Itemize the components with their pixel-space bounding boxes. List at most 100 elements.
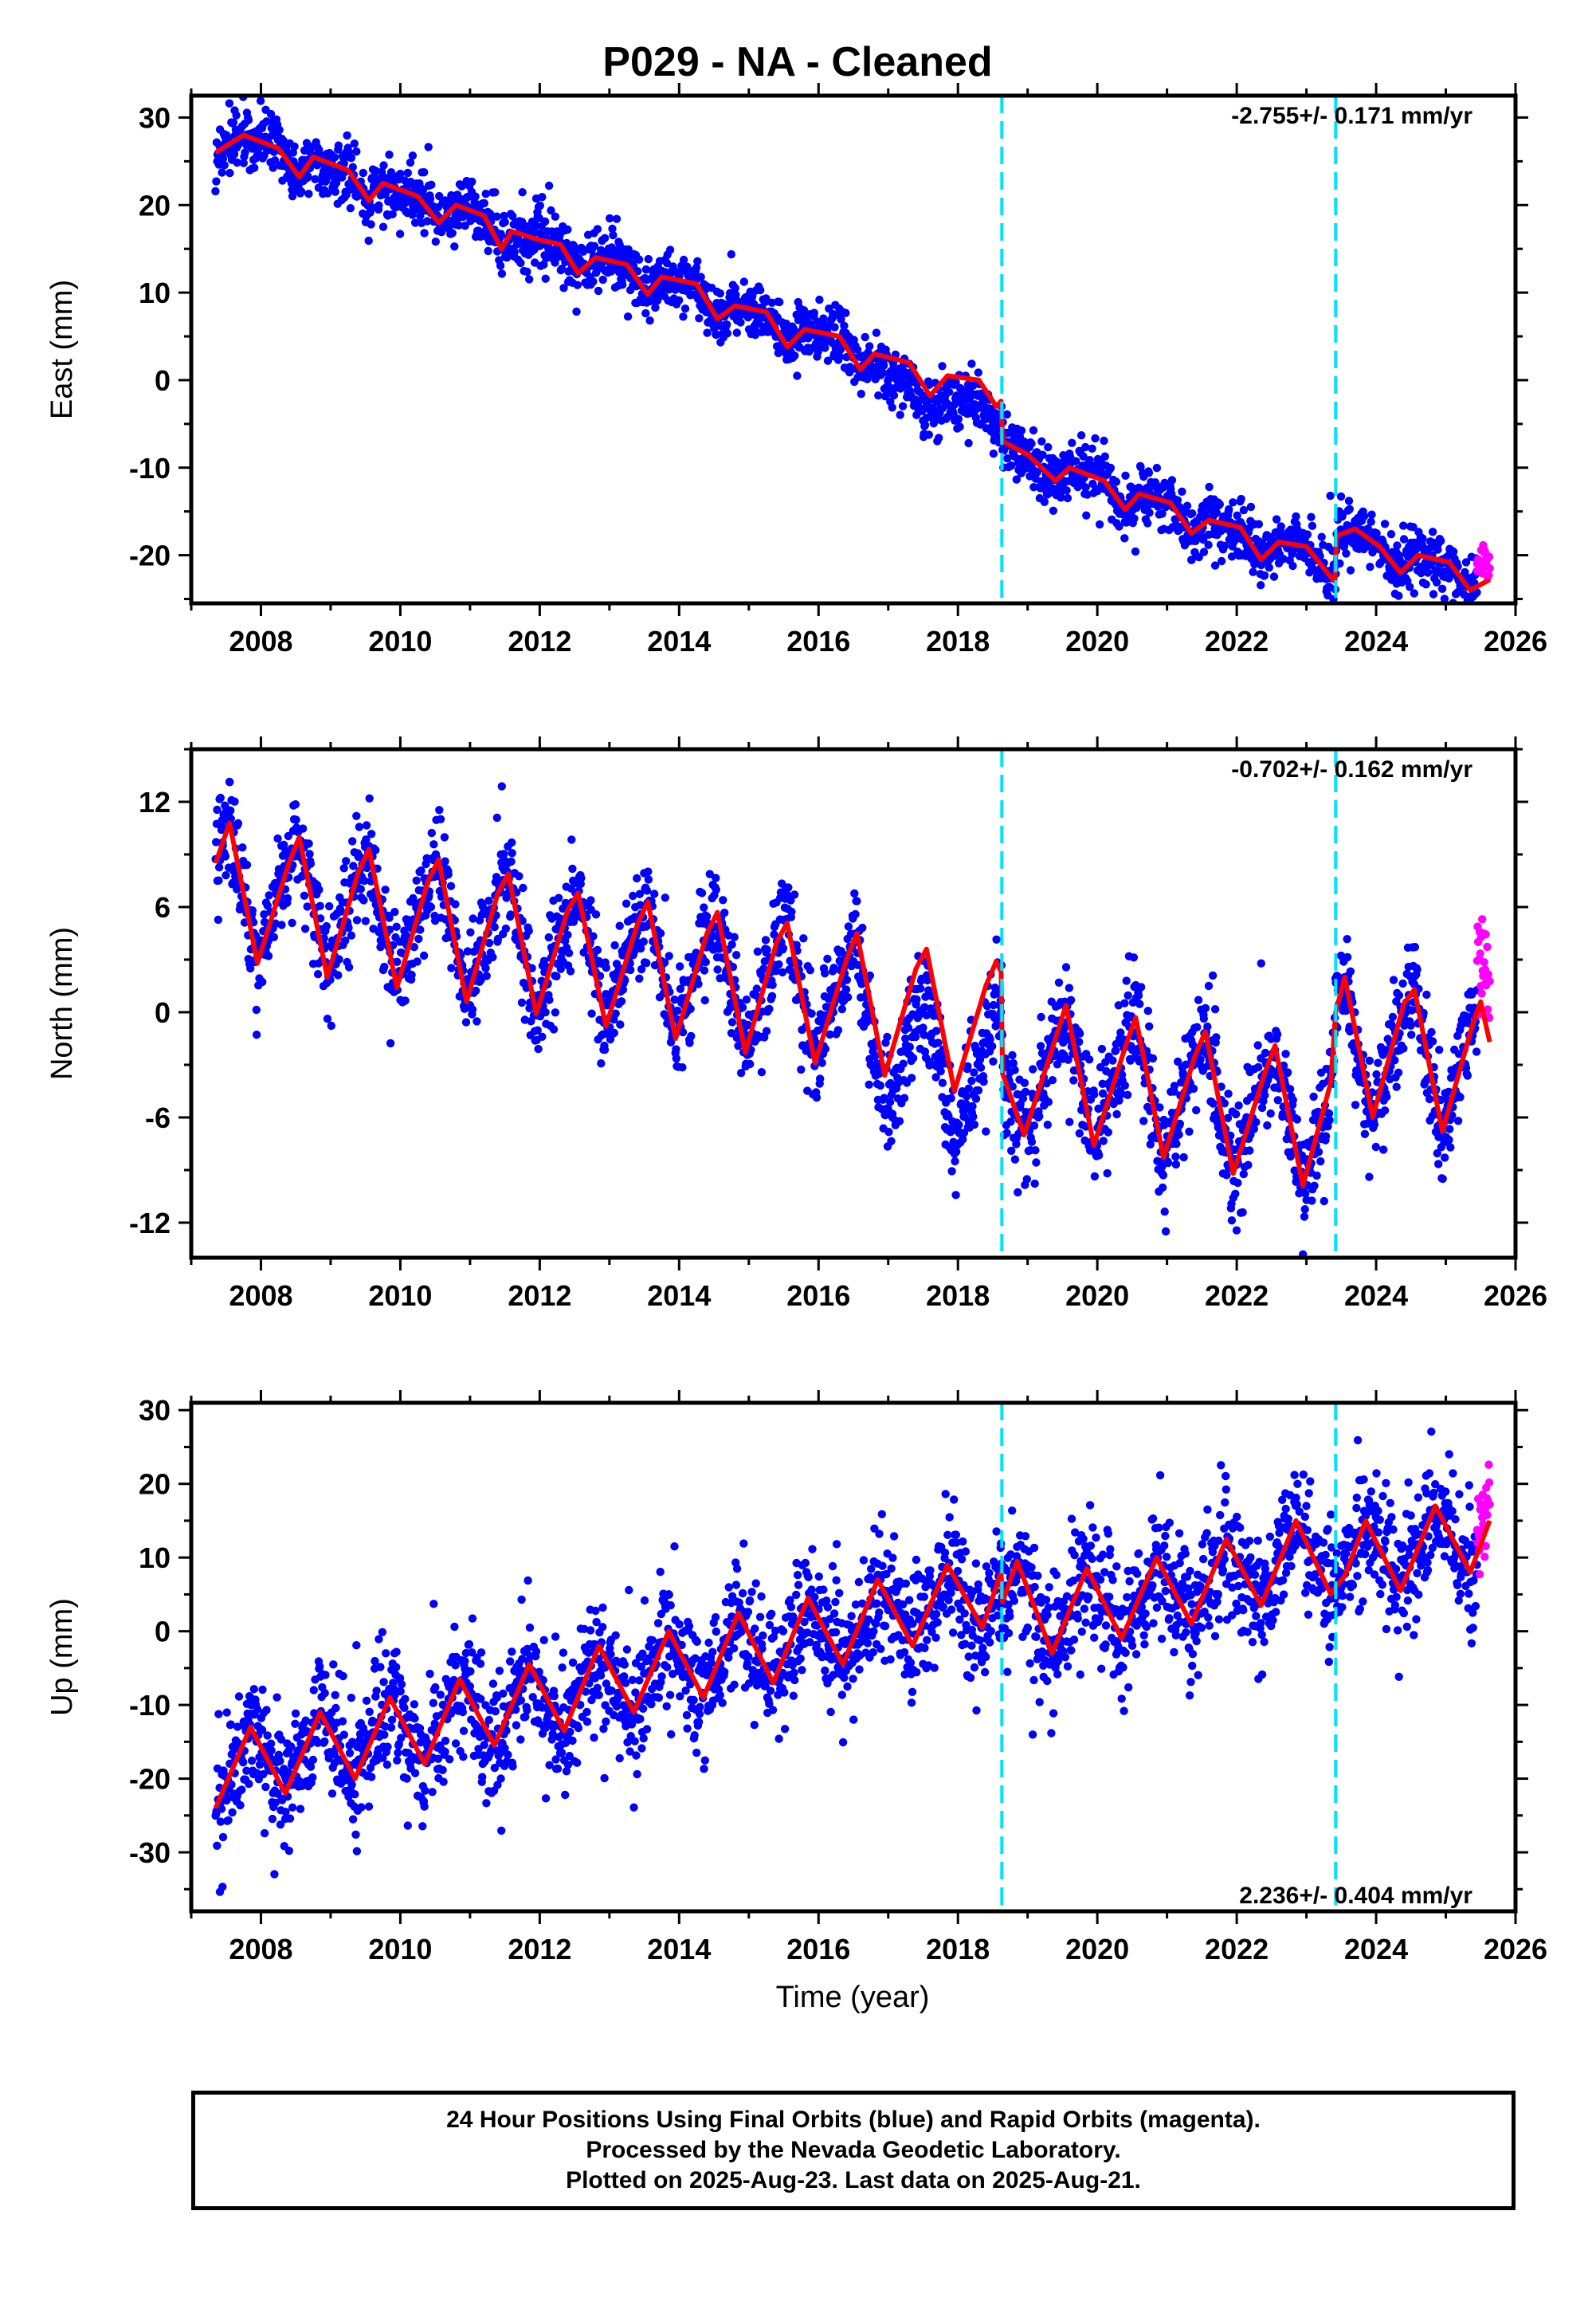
final-orbit-point: [232, 111, 241, 120]
final-orbit-point: [469, 914, 477, 923]
final-orbit-point: [1257, 1103, 1267, 1113]
final-orbit-point: [1100, 452, 1110, 461]
final-orbit-point: [322, 921, 331, 931]
final-orbit-point: [566, 967, 575, 976]
final-orbit-point: [1336, 492, 1346, 501]
final-orbit-point: [874, 391, 883, 400]
north-panel: 2008 2010 2012 2014 2016 2018 2020 2022 2024 2026…: [45, 736, 1547, 1312]
final-orbit-point: [591, 910, 601, 919]
final-orbit-point: [401, 996, 410, 1005]
final-orbit-point: [266, 109, 276, 119]
final-orbit-point: [348, 837, 357, 846]
final-orbit-point: [1367, 517, 1375, 526]
final-orbit-point: [1261, 1091, 1269, 1100]
final-orbit-point: [1161, 1227, 1171, 1236]
final-orbit-point: [1254, 520, 1264, 528]
final-orbit-point: [970, 1120, 979, 1129]
final-orbit-point: [410, 943, 418, 952]
final-orbit-point: [752, 984, 761, 993]
final-orbit-point: [482, 972, 491, 980]
final-orbit-point: [212, 177, 221, 186]
plot-frame: [189, 93, 1518, 606]
final-orbit-point: [896, 410, 904, 419]
final-orbit-point: [1123, 991, 1132, 1000]
final-orbit-point: [1049, 484, 1057, 493]
final-orbit-point: [697, 889, 707, 897]
y-tick-label: 0: [155, 996, 171, 1029]
final-orbit-point: [819, 314, 828, 323]
y-tick-label: 12: [139, 786, 171, 819]
final-orbit-point: [538, 1032, 547, 1042]
final-orbit-point: [967, 1076, 976, 1086]
final-orbit-point: [694, 980, 703, 988]
final-orbit-point: [437, 225, 447, 234]
final-orbit-point: [393, 957, 402, 967]
final-orbit-point: [676, 962, 684, 971]
final-orbit-point: [1193, 1023, 1202, 1031]
final-orbit-point: [212, 838, 221, 846]
final-orbit-point: [1084, 1055, 1094, 1064]
final-orbit-point: [589, 277, 598, 286]
final-orbit-point: [1030, 1179, 1039, 1188]
final-orbit-point: [331, 187, 339, 196]
x-tick-label: 2012: [508, 625, 571, 658]
final-orbit-point: [1175, 1119, 1185, 1129]
final-orbit-point: [229, 150, 239, 159]
final-orbit-point: [463, 947, 473, 956]
final-orbit-point: [214, 876, 223, 885]
final-orbit-point: [1265, 563, 1274, 572]
final-orbit-point: [1044, 1098, 1053, 1106]
final-orbit-point: [1076, 1029, 1084, 1038]
final-orbit-point: [1002, 1129, 1011, 1137]
final-orbit-point: [269, 933, 278, 942]
final-orbit-point: [967, 359, 976, 368]
final-orbit-point: [334, 141, 343, 150]
final-orbit-point: [1230, 1145, 1239, 1154]
final-orbit-point: [644, 254, 653, 264]
final-orbit-point: [288, 192, 297, 201]
final-orbit-point: [1170, 1082, 1179, 1090]
final-orbit-point: [971, 1094, 981, 1103]
final-orbit-point: [1160, 1208, 1169, 1216]
y-axis-label: North (mm): [45, 927, 79, 1080]
x-tick-label: 2010: [368, 625, 432, 658]
final-orbit-point: [1174, 1057, 1182, 1066]
final-orbit-point: [1390, 571, 1398, 580]
final-orbit-point: [969, 1112, 978, 1121]
final-orbit-point: [974, 1086, 983, 1095]
final-orbit-point: [736, 318, 745, 327]
final-orbit-point: [323, 1015, 332, 1023]
final-orbit-point: [641, 265, 651, 274]
final-orbit-point: [833, 1026, 843, 1035]
final-orbit-point: [1469, 609, 1477, 617]
final-orbit-point: [618, 985, 628, 995]
final-orbit-point: [1146, 1140, 1155, 1149]
final-orbit-point: [1088, 444, 1096, 453]
final-orbit-point: [507, 857, 516, 866]
east-panel: 2008 2010 2012 2014 2016 2018 2020 2022 2024 2026…: [45, 83, 1547, 658]
final-orbit-point: [623, 312, 633, 321]
final-orbit-point: [1158, 1183, 1167, 1192]
final-orbit-point: [1135, 999, 1144, 1008]
final-orbit-point: [931, 1073, 940, 1082]
final-orbit-point: [1112, 1109, 1121, 1119]
final-orbit-point: [226, 806, 235, 815]
final-orbit-point: [385, 150, 394, 159]
final-orbit-point: [521, 222, 531, 230]
final-orbit-point: [1158, 1162, 1167, 1171]
final-orbit-point: [1035, 1112, 1044, 1121]
final-orbit-point: [1097, 1044, 1107, 1054]
final-orbit-point: [600, 1045, 610, 1054]
final-orbit-point: [1136, 983, 1146, 992]
final-orbit-point: [768, 980, 777, 990]
final-orbit-point: [644, 867, 653, 876]
final-orbit-point: [1103, 1168, 1112, 1178]
final-orbit-point: [759, 964, 768, 973]
final-orbit-point: [1278, 1109, 1288, 1119]
final-orbit-point: [1064, 1055, 1072, 1064]
final-orbit-point: [951, 1191, 960, 1200]
final-orbit-point: [1002, 410, 1012, 419]
final-orbit-point: [1272, 1030, 1282, 1039]
final-orbit-point: [1189, 1084, 1198, 1094]
final-orbit-point: [218, 168, 226, 177]
